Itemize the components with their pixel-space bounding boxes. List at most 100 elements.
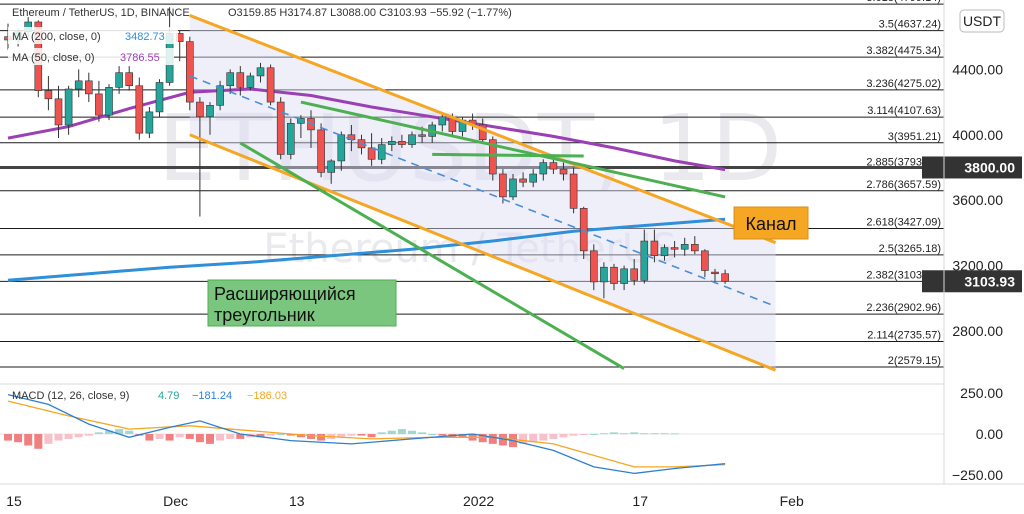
candle-body-59 [600,266,608,283]
candle-body-52 [529,173,538,183]
last-price-badge-bg [922,270,1022,293]
ma50-value: 3786.55 [120,52,160,64]
macd-legend[interactable]: MACD (12, 26, close, 9) 4.79 −181.24 −18… [12,390,287,402]
watermark: ETHUSDT, 1D Ethereum / TetherUS [158,95,782,272]
candle-body-33 [337,134,346,162]
macd-hist-bar-16 [165,434,174,441]
macd-hist-bar-42 [428,434,437,435]
candle-body-47 [478,124,487,140]
macd-hist-bar-18 [185,434,194,439]
candle-body-14 [145,111,154,134]
candle-body-37 [377,144,386,160]
fib-level-label-11: 2.236(2902.96) [866,302,941,314]
candle-body-49 [499,173,507,198]
macd-hist-bar-47 [478,434,487,443]
ma200-value: 3482.73 [125,31,165,43]
price-axis-panel [944,0,1024,384]
time-tick-4: 17 [632,493,648,509]
candle-body-25 [256,67,265,77]
macd-hist-bar-54 [549,434,558,439]
legend-bg [8,27,178,44]
candle-body-20 [206,105,214,118]
candle-body-50 [509,178,517,198]
macd-hist-bar-39 [397,429,406,434]
candle-body-51 [519,178,527,183]
macd-hist-bar-49 [498,434,507,446]
triangle-annotation-line2: треугольник [214,305,315,325]
time-tick-2: 13 [289,493,305,509]
candle-body-11 [115,72,123,88]
fib-level-label-12: 2.114(2735.57) [867,329,941,341]
macd-hist-bar-37 [377,432,386,434]
drawn-lines [189,14,777,372]
macd-hist-bar-41 [418,432,427,434]
candle-body-27 [276,101,285,155]
candle-body-10 [105,87,113,116]
ma50-legend[interactable]: MA (50, close, 0) 3786.55 [8,48,174,65]
fib-level-label-5: 3(3951.21) [888,131,941,143]
macd-pane [0,393,944,475]
channel-midline [189,75,776,308]
time-axis: 15 Dec 13 2022 17 Feb [6,493,804,509]
channel-fill-area [189,15,776,371]
candle-body-31 [317,129,325,173]
macd-hist-bar-26 [266,434,275,436]
level-price-badge-bg [922,156,1022,179]
macd-hist-value: 4.79 [158,390,179,402]
macd-hist-bar-2 [24,434,33,446]
candle-body-18 [186,41,194,103]
macd-hist-bar-30 [307,434,315,439]
macd-hist-bar-61 [620,433,629,435]
fib-level-label-8: 2.618(3427.09) [866,216,941,228]
macd-hist-bar-28 [286,434,295,436]
macd-hist-bar-7 [74,434,83,438]
candle-body-63 [640,240,649,281]
channel-annotation[interactable]: Канал [733,206,809,240]
candle-body-19 [196,101,204,118]
candle-body-5 [54,98,63,126]
macd-hist-bar-36 [367,434,376,438]
fib-level-label-13: 2(2579.15) [888,355,941,367]
macd-hist-bar-57 [579,434,588,435]
macd-hist-bar-53 [539,434,548,441]
macd-hist-bar-9 [94,432,103,434]
triangle-annotation[interactable]: Расширяющийся треугольник [207,279,397,327]
price-tick-1: 3200.00 [952,258,1003,274]
macd-hist-bar-20 [206,434,214,444]
candle-body-40 [408,134,416,145]
candle-body-58 [589,250,598,283]
macd-hist-bar-8 [84,434,93,436]
macd-tick-1: 0.00 [976,426,1003,442]
candle-body-56 [569,173,578,209]
macd-label: MACD (12, 26, close, 9) [12,390,129,402]
ma200-label: MA (200, close, 0) [12,31,101,43]
candle-body-69 [701,250,709,271]
triangle-line-0 [239,141,625,370]
macd-hist-bar-21 [216,434,225,441]
macd-line [7,393,726,475]
macd-hist-bar-23 [236,434,245,439]
candle-body-55 [559,168,568,175]
macd-hist-bar-25 [256,434,265,438]
candle-body-15 [155,82,164,113]
currency-button[interactable]: USDT [959,9,1005,33]
channel-area [189,15,776,371]
candle-body-7 [74,80,83,90]
macd-signal-line [7,400,726,468]
triangle-line-2 [432,152,584,158]
candle-body-9 [95,93,103,116]
time-tick-1: Dec [163,493,188,509]
candle-body-53 [539,162,548,175]
candle-body-21 [216,85,224,106]
ma200-line [7,217,726,282]
watermark-big: ETHUSDT, 1D [158,95,782,202]
macd-hist-bar-43 [438,434,447,436]
legend-bg [8,48,174,65]
macd-line-value: −181.24 [192,390,232,402]
ma200-legend[interactable]: MA (200, close, 0) 3482.73 [8,27,178,44]
macd-hist-bar-62 [630,432,639,434]
macd-hist-bar-64 [650,433,659,435]
candle-body-60 [610,266,618,284]
macd-hist-bar-4 [44,434,53,444]
